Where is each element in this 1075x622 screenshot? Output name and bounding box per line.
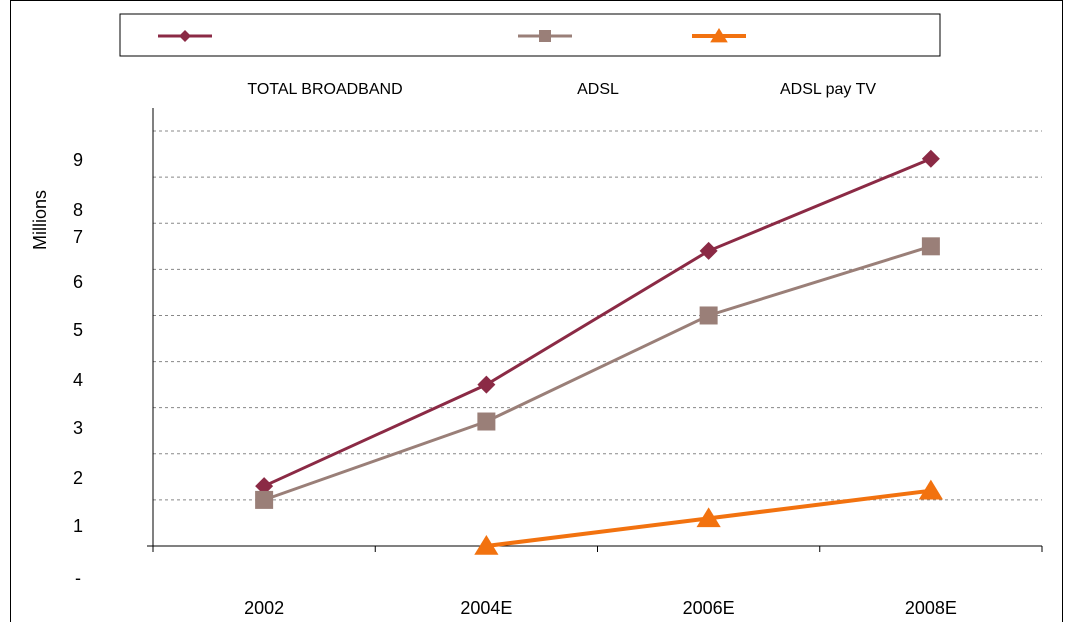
data-point (699, 241, 718, 260)
data-point (918, 479, 943, 500)
chart-frame (10, 0, 1063, 622)
x-tick-label: 2002 (244, 598, 284, 618)
y-tick-label: 7 (73, 227, 83, 247)
legend-swatch-marker (710, 28, 728, 43)
series (255, 149, 943, 555)
y-tick-label: - (75, 568, 81, 588)
y-axis-label: Millions (30, 190, 50, 250)
x-axis-ticks: 2002 2004E 2006E 2008E (244, 598, 957, 618)
y-tick-label: 3 (73, 418, 83, 438)
y-tick-label: 9 (73, 150, 83, 170)
axes (147, 108, 1043, 552)
data-point (477, 412, 496, 431)
series-adsl (255, 237, 940, 509)
y-tick-label: 8 (73, 200, 83, 220)
series-total-broadband (255, 149, 940, 496)
data-point (477, 375, 496, 394)
series-line (263, 244, 932, 502)
y-tick-label: 6 (73, 272, 83, 292)
data-point (921, 149, 940, 168)
data-point (696, 507, 721, 528)
data-point (255, 490, 274, 509)
legend-swatch-marker (179, 30, 191, 42)
x-tick-label: 2004E (460, 598, 512, 618)
y-tick-label: 5 (73, 320, 83, 340)
y-axis-ticks: - 1 2 3 4 5 6 7 8 9 (73, 150, 83, 588)
data-point (699, 306, 718, 325)
legend-swatch-marker (539, 30, 551, 42)
gridlines (153, 130, 1042, 501)
legend-label: ADSL pay TV (780, 81, 876, 98)
data-point (474, 535, 499, 555)
data-point (921, 237, 940, 256)
y-tick-label: 4 (73, 370, 83, 390)
y-tick-label: 1 (73, 516, 83, 536)
legend-label: ADSL (577, 81, 619, 98)
x-tick-label: 2006E (683, 598, 735, 618)
y-tick-label: 2 (73, 468, 83, 488)
legend: TOTAL BROADBAND ADSL ADSL pay TV (119, 13, 941, 98)
legend-label: TOTAL BROADBAND (247, 81, 402, 98)
x-tick-label: 2008E (905, 598, 957, 618)
series-adsl-pay-tv (474, 479, 943, 555)
data-point (255, 477, 274, 496)
series-line (263, 157, 932, 488)
